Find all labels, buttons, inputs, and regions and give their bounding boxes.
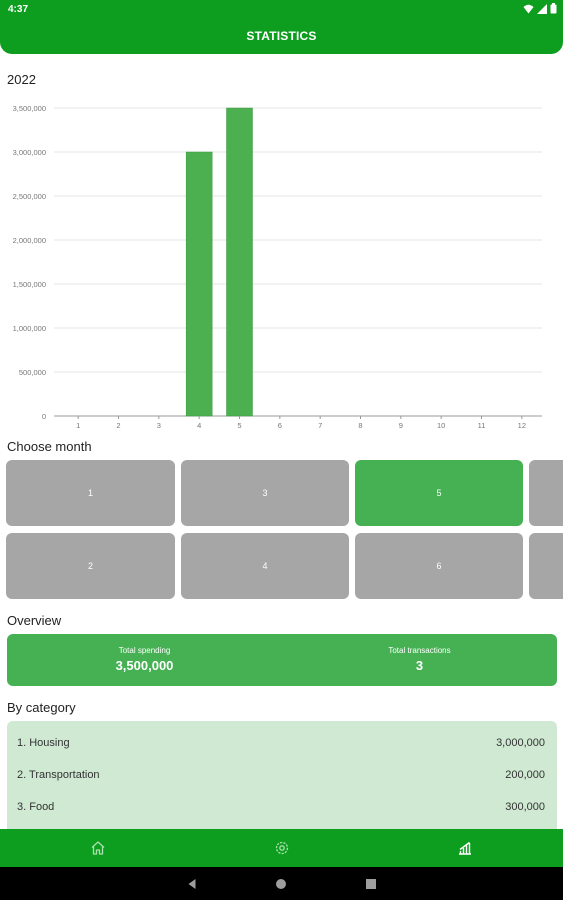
category-value: 200,000 xyxy=(505,769,545,781)
y-tick-label: 0 xyxy=(42,412,46,421)
y-tick-label: 500,000 xyxy=(19,368,46,377)
by-category-label: By category xyxy=(7,700,76,715)
category-name: 3. Food xyxy=(17,801,55,813)
x-tick-label: 7 xyxy=(318,421,322,430)
app-bar: STATISTICS xyxy=(0,18,563,54)
category-row[interactable]: 1. Housing 3,000,000 xyxy=(7,733,557,753)
category-value: 300,000 xyxy=(505,801,545,813)
total-spending-label: Total spending xyxy=(118,646,171,655)
y-tick-label: 2,500,000 xyxy=(13,192,46,201)
x-tick-label: 10 xyxy=(437,421,445,430)
month-button-3[interactable]: 3 xyxy=(181,460,349,526)
system-navigation xyxy=(0,867,563,900)
y-tick-label: 2,000,000 xyxy=(13,236,46,245)
year-label: 2022 xyxy=(7,72,36,87)
category-list: 1. Housing 3,000,000 2. Transportation 2… xyxy=(7,721,557,839)
category-name: 2. Transportation xyxy=(17,769,100,781)
home-icon xyxy=(91,841,105,855)
month-button-1[interactable]: 1 xyxy=(6,460,175,526)
battery-icon xyxy=(550,3,557,14)
x-tick-label: 4 xyxy=(197,421,201,430)
x-tick-label: 9 xyxy=(399,421,403,430)
overview-label: Overview xyxy=(7,613,62,628)
category-row[interactable]: 3. Food 300,000 xyxy=(7,797,557,817)
x-tick-label: 3 xyxy=(157,421,161,430)
bar-month-4 xyxy=(185,151,213,417)
status-bar: 4:37 xyxy=(0,0,563,18)
month-button-partial[interactable] xyxy=(529,533,563,599)
y-tick-label: 3,500,000 xyxy=(13,104,46,113)
signal-icon xyxy=(537,3,547,14)
recents-icon xyxy=(366,879,376,889)
recents-button[interactable] xyxy=(364,877,378,891)
x-tick-label: 1 xyxy=(76,421,80,430)
total-spending-value: 3,500,000 xyxy=(115,658,174,673)
x-tick-label: 6 xyxy=(278,421,282,430)
settings-icon xyxy=(275,841,289,855)
y-tick-label: 1,500,000 xyxy=(13,280,46,289)
month-button-6[interactable]: 6 xyxy=(355,533,523,599)
month-button-2[interactable]: 2 xyxy=(6,533,175,599)
status-time: 4:37 xyxy=(8,4,29,15)
statistics-icon xyxy=(459,841,471,855)
category-value: 3,000,000 xyxy=(496,737,545,749)
chart-svg: 0 500,000 1,000,000 1,500,000 2,000,000 2,500… xyxy=(13,104,542,430)
month-button-4[interactable]: 4 xyxy=(181,533,349,599)
total-transactions-value: 3 xyxy=(415,658,424,673)
home-button[interactable] xyxy=(274,877,288,891)
nav-statistics[interactable] xyxy=(445,829,485,867)
category-name: 1. Housing xyxy=(17,737,70,749)
total-transactions: Total transactions 3 xyxy=(282,634,557,686)
back-icon xyxy=(188,879,196,889)
wifi-icon xyxy=(523,4,534,13)
choose-month-label: Choose month xyxy=(7,439,92,454)
status-icons xyxy=(523,3,557,14)
x-tick-label: 11 xyxy=(478,421,486,430)
x-tick-label: 12 xyxy=(518,421,526,430)
back-button[interactable] xyxy=(185,877,199,891)
y-tick-label: 1,000,000 xyxy=(13,324,46,333)
x-tick-label: 2 xyxy=(116,421,120,430)
monthly-spending-chart: 0 500,000 1,000,000 1,500,000 2,000,000 2,500… xyxy=(0,96,563,436)
month-button-5[interactable]: 5 xyxy=(355,460,523,526)
month-button-partial[interactable] xyxy=(529,460,563,526)
total-spending: Total spending 3,500,000 xyxy=(7,634,282,686)
x-tick-label: 5 xyxy=(237,421,241,430)
bar-month-5 xyxy=(226,107,253,417)
nav-home[interactable] xyxy=(78,829,118,867)
nav-settings[interactable] xyxy=(262,829,302,867)
page-title: STATISTICS xyxy=(246,29,317,43)
bottom-navigation xyxy=(0,829,563,867)
home-circle-icon xyxy=(276,879,286,889)
y-tick-label: 3,000,000 xyxy=(13,148,46,157)
overview-card: Total spending 3,500,000 Total transacti… xyxy=(7,634,557,686)
x-tick-label: 8 xyxy=(358,421,362,430)
category-row[interactable]: 2. Transportation 200,000 xyxy=(7,765,557,785)
total-transactions-label: Total transactions xyxy=(388,646,451,655)
